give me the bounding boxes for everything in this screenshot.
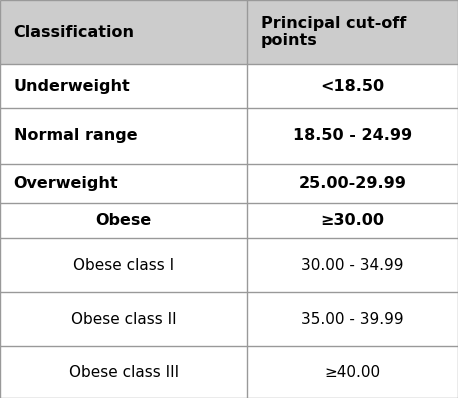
Bar — [0, 203, 247, 238]
Bar — [0, 292, 247, 346]
Bar — [247, 292, 458, 346]
Bar — [247, 203, 458, 238]
Bar — [247, 0, 458, 64]
Text: Overweight: Overweight — [14, 176, 118, 191]
Text: 18.50 - 24.99: 18.50 - 24.99 — [293, 128, 412, 143]
Text: Classification: Classification — [14, 25, 135, 40]
Text: Normal range: Normal range — [14, 128, 137, 143]
Bar — [0, 238, 247, 292]
Text: Obese class I: Obese class I — [73, 258, 174, 273]
Bar — [247, 164, 458, 203]
Bar — [247, 238, 458, 292]
Bar — [247, 64, 458, 108]
Text: Obese class III: Obese class III — [69, 365, 179, 380]
Bar — [0, 164, 247, 203]
Text: Obese: Obese — [96, 213, 152, 228]
Bar — [0, 64, 247, 108]
Bar — [0, 108, 247, 164]
Bar — [0, 0, 247, 64]
Bar — [247, 108, 458, 164]
Text: ≥40.00: ≥40.00 — [325, 365, 381, 380]
Bar — [0, 346, 247, 398]
Text: Principal cut-off
points: Principal cut-off points — [261, 16, 406, 48]
Text: Underweight: Underweight — [14, 78, 131, 94]
Text: Obese class II: Obese class II — [71, 312, 176, 327]
Text: 30.00 - 34.99: 30.00 - 34.99 — [301, 258, 404, 273]
Text: <18.50: <18.50 — [321, 78, 385, 94]
Text: 25.00-29.99: 25.00-29.99 — [299, 176, 407, 191]
Bar — [247, 346, 458, 398]
Text: ≥30.00: ≥30.00 — [321, 213, 385, 228]
Text: 35.00 - 39.99: 35.00 - 39.99 — [301, 312, 404, 327]
